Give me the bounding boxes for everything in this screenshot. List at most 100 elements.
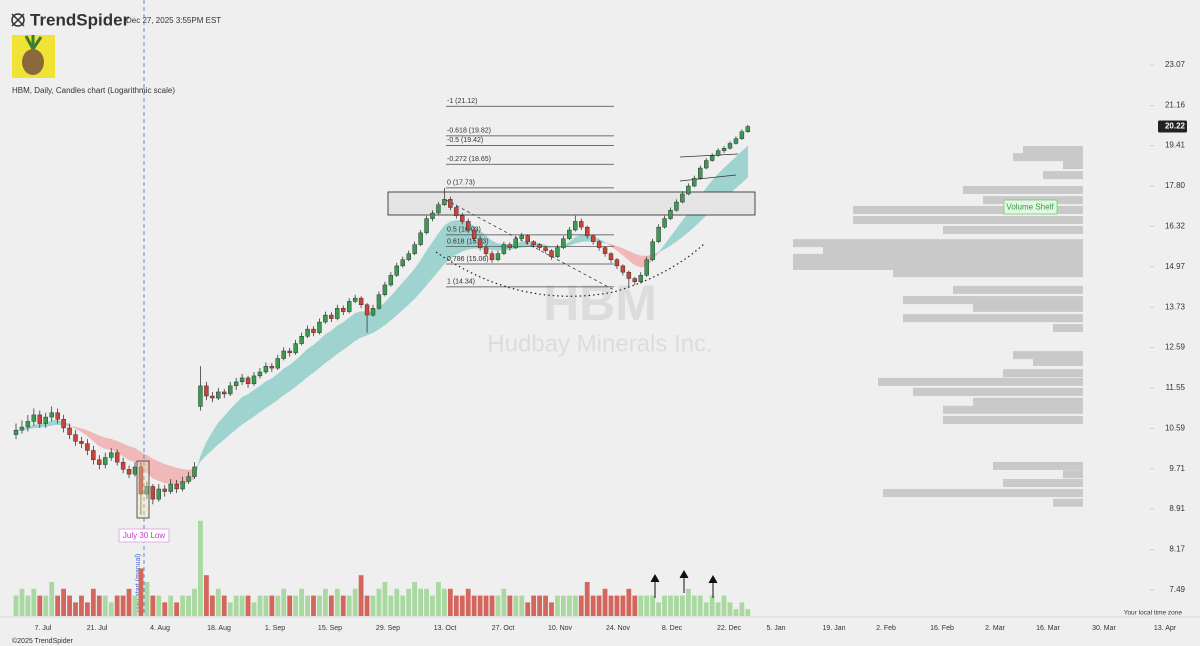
logo-icon xyxy=(11,13,25,27)
candle-body xyxy=(364,304,370,316)
candle-body xyxy=(412,244,417,254)
logo-icon xyxy=(11,13,25,27)
candle-body xyxy=(638,275,643,282)
volume-bar xyxy=(525,602,531,616)
watermark-symbol: HBM xyxy=(543,275,657,331)
volume-bar xyxy=(578,595,584,616)
volume-bar xyxy=(102,595,108,616)
volume-bar xyxy=(275,595,281,616)
volume-bar xyxy=(370,595,376,616)
volume-bar xyxy=(739,602,745,616)
candle-body xyxy=(329,314,334,319)
volume-bar xyxy=(311,595,316,616)
volume-bar xyxy=(96,595,102,616)
profile-bar xyxy=(973,303,1083,312)
ribbon-segment xyxy=(295,354,302,387)
ribbon-segment xyxy=(33,424,41,429)
volume-bar xyxy=(138,568,144,616)
avatar-fruit xyxy=(22,49,44,75)
candle-body xyxy=(745,126,751,132)
candle-body xyxy=(67,427,72,435)
volume-bar xyxy=(519,595,525,616)
candle-body xyxy=(531,241,536,245)
volume-bar xyxy=(715,602,721,616)
candle-body xyxy=(394,265,399,276)
x-tick-label: 1. Sep xyxy=(265,625,285,632)
candle-body xyxy=(227,385,233,395)
candle-body xyxy=(251,375,257,385)
candle-body xyxy=(525,235,530,242)
candle-body xyxy=(108,452,114,458)
profile-bar xyxy=(943,405,1083,414)
fib-label: 0.618 (15.63) xyxy=(447,239,489,246)
profile-bar xyxy=(903,296,1083,305)
volume-bar xyxy=(174,602,180,616)
ribbon-segment xyxy=(735,150,743,189)
candle-body xyxy=(715,150,721,156)
candle-body xyxy=(25,421,31,428)
profile-bar xyxy=(963,185,1083,194)
y-tick-label: 8.17 xyxy=(1169,545,1185,554)
candle-body xyxy=(287,350,292,354)
volume-bar xyxy=(602,588,608,616)
profile-bar xyxy=(1063,470,1083,479)
volume-bar xyxy=(168,595,174,616)
volume-bar xyxy=(204,575,209,616)
candle-body xyxy=(430,212,435,219)
volume-bar xyxy=(483,595,489,616)
volume-bar xyxy=(727,602,733,616)
x-tick-label: 10. Nov xyxy=(548,625,573,632)
candle-body xyxy=(650,241,655,260)
candle-body xyxy=(733,138,739,144)
x-tick-label: 30. Mar xyxy=(1092,625,1116,632)
profile-bar xyxy=(893,269,1083,278)
candle-body xyxy=(198,385,203,407)
profile-bar xyxy=(1043,171,1083,180)
volume-bar xyxy=(430,595,435,616)
volume-bar xyxy=(90,588,96,616)
candle-body xyxy=(210,395,215,399)
candle-body xyxy=(662,218,667,228)
volume-bar xyxy=(572,595,578,616)
candle-body xyxy=(269,365,275,369)
price-axis: 23.07 21.16 19.41 17.80 16.32 14.97 13.73 12.59… xyxy=(1150,60,1186,594)
ribbon-segment xyxy=(265,378,273,409)
volume-bar xyxy=(305,595,310,616)
volume-bar xyxy=(126,588,132,616)
fib-retracement: -1 (21.12) -0.618 (19.82) -0.5 (19.42) -0.2… xyxy=(446,98,614,288)
candle-body xyxy=(299,336,304,344)
candle-body xyxy=(680,193,685,203)
profile-bar xyxy=(823,245,1083,254)
candle-body xyxy=(614,259,620,267)
volume-bar xyxy=(114,595,120,616)
candle-body xyxy=(626,271,632,279)
volume-bar xyxy=(317,595,322,616)
volume-bar xyxy=(531,595,537,616)
candle-body xyxy=(543,247,548,251)
ribbon-segment xyxy=(241,393,249,425)
volume-bar xyxy=(703,602,709,616)
ribbon-segment xyxy=(253,385,261,417)
volume-bar xyxy=(61,588,66,616)
ribbon-segment xyxy=(289,359,296,392)
x-tick-label: 18. Aug xyxy=(207,625,231,632)
ribbon-segment xyxy=(325,330,332,364)
candle-body xyxy=(132,466,138,475)
volume-bar xyxy=(566,595,572,616)
volume-bar xyxy=(364,595,370,616)
volume-profile xyxy=(793,145,1083,507)
volume-bar xyxy=(590,595,596,616)
volume-bar xyxy=(614,595,620,616)
volume-bar xyxy=(150,595,156,616)
candle-body xyxy=(692,178,697,187)
volume-bar xyxy=(287,595,293,616)
candle-body xyxy=(281,350,286,359)
cup-curve xyxy=(435,243,705,297)
x-tick-label: 13. Apr xyxy=(1154,625,1177,632)
candle-body xyxy=(418,232,423,245)
volume-bar xyxy=(186,595,191,616)
watermark-name: Hudbay Minerals Inc. xyxy=(487,330,712,357)
arrow xyxy=(708,574,718,598)
volume-bar xyxy=(400,595,406,616)
candle-body xyxy=(674,201,679,211)
